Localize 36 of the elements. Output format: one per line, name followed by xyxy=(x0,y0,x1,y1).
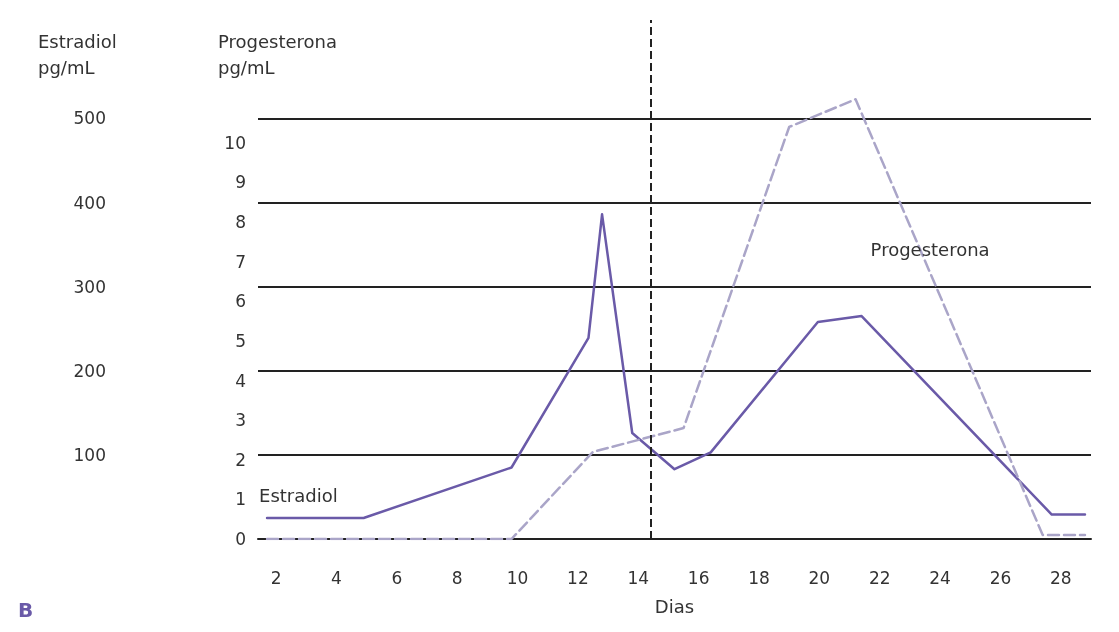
x-tick-label: 12 xyxy=(567,567,589,588)
x-tick-label: 6 xyxy=(391,567,403,588)
y2-tick-label: 0 xyxy=(235,529,246,549)
y-tick-label: 200 xyxy=(73,360,106,381)
x-tick-label: 24 xyxy=(929,567,951,588)
x-tick-label: 28 xyxy=(1050,567,1072,588)
y2-tick-label: 9 xyxy=(235,172,246,193)
y2-axis-title: Progesterona pg/mL xyxy=(218,30,338,78)
text: B xyxy=(18,598,34,622)
x-tick-label: 2 xyxy=(270,567,282,588)
x-tick-label: 4 xyxy=(331,567,342,588)
x-tick-label: 22 xyxy=(868,567,891,588)
y2-tick-label: 2 xyxy=(235,449,246,470)
x-tick-label: 20 xyxy=(808,567,831,588)
x-tick-label: 26 xyxy=(989,567,1012,588)
y-tick-label: 500 xyxy=(73,108,106,129)
y2-tick-label: 10 xyxy=(224,132,246,153)
x-tick-label: 10 xyxy=(506,567,529,588)
y2-tick-label: 3 xyxy=(235,410,246,431)
y2-tick-label: 4 xyxy=(235,370,246,391)
x-tick-label: 16 xyxy=(687,567,710,588)
x-tick-label: 8 xyxy=(451,567,463,588)
x-tick-label: 18 xyxy=(748,567,770,588)
y2-tick-label: 6 xyxy=(235,291,246,312)
y-tick-label: 300 xyxy=(73,276,106,297)
x-axis-title: Dias xyxy=(654,595,695,617)
y-axis-title: Estradiol pg/mL xyxy=(38,30,117,78)
y2-tick-label: 5 xyxy=(235,330,246,351)
y2-tick-label: 8 xyxy=(235,212,246,233)
series-label: Progesterona xyxy=(870,238,990,260)
y2-tick-label: 1 xyxy=(235,489,246,510)
y-tick-label: 400 xyxy=(73,192,106,213)
y-tick-label: 100 xyxy=(73,444,106,465)
x-tick-label: 14 xyxy=(627,567,650,588)
series-label: Estradiol xyxy=(259,485,338,507)
y2-tick-label: 7 xyxy=(235,251,246,272)
